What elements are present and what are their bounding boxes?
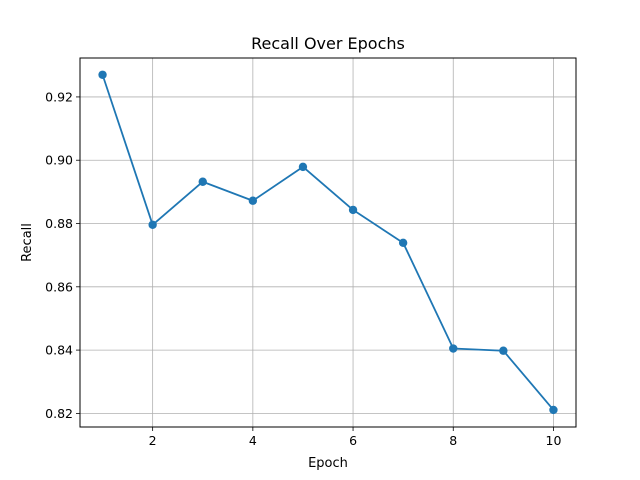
chart-title: Recall Over Epochs <box>251 34 405 53</box>
x-tick-label: 2 <box>149 433 157 448</box>
grid <box>80 58 576 427</box>
y-axis-label: Recall <box>20 223 35 262</box>
data-point <box>248 196 258 205</box>
data-point <box>298 162 308 172</box>
y-tick-label: 0.86 <box>45 279 73 294</box>
x-tick-label: 10 <box>546 433 562 448</box>
y-tick-label: 0.92 <box>45 89 73 104</box>
data-point <box>449 344 458 353</box>
data-point <box>348 205 358 215</box>
x-tick-label: 8 <box>449 433 457 448</box>
x-tick-label: 6 <box>349 433 357 448</box>
plot-frame <box>79 57 577 428</box>
y-tick-label: 0.82 <box>45 406 73 421</box>
y-tick-label: 0.90 <box>45 153 73 168</box>
y-tick-label: 0.84 <box>45 343 73 358</box>
data-point <box>549 405 558 415</box>
x-tick-label: 4 <box>249 433 257 448</box>
series-layer <box>98 70 558 415</box>
data-point <box>98 70 107 79</box>
data-point <box>198 177 207 186</box>
data-point <box>148 220 157 229</box>
x-axis-label: Epoch <box>308 456 348 471</box>
data-point <box>398 238 408 248</box>
y-tick-label: 0.88 <box>45 216 73 231</box>
ticks: 2 4 6 8 10 0.82 0.84 0.86 0.88 0.90 0.92 <box>45 89 561 448</box>
data-point <box>499 346 508 355</box>
series-line <box>101 74 555 411</box>
